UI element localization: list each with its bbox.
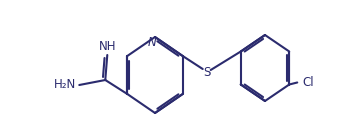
Text: S: S bbox=[203, 65, 210, 79]
Text: H₂N: H₂N bbox=[54, 79, 76, 92]
Text: N: N bbox=[148, 36, 156, 49]
Text: Cl: Cl bbox=[303, 76, 314, 89]
Text: NH: NH bbox=[99, 41, 116, 54]
